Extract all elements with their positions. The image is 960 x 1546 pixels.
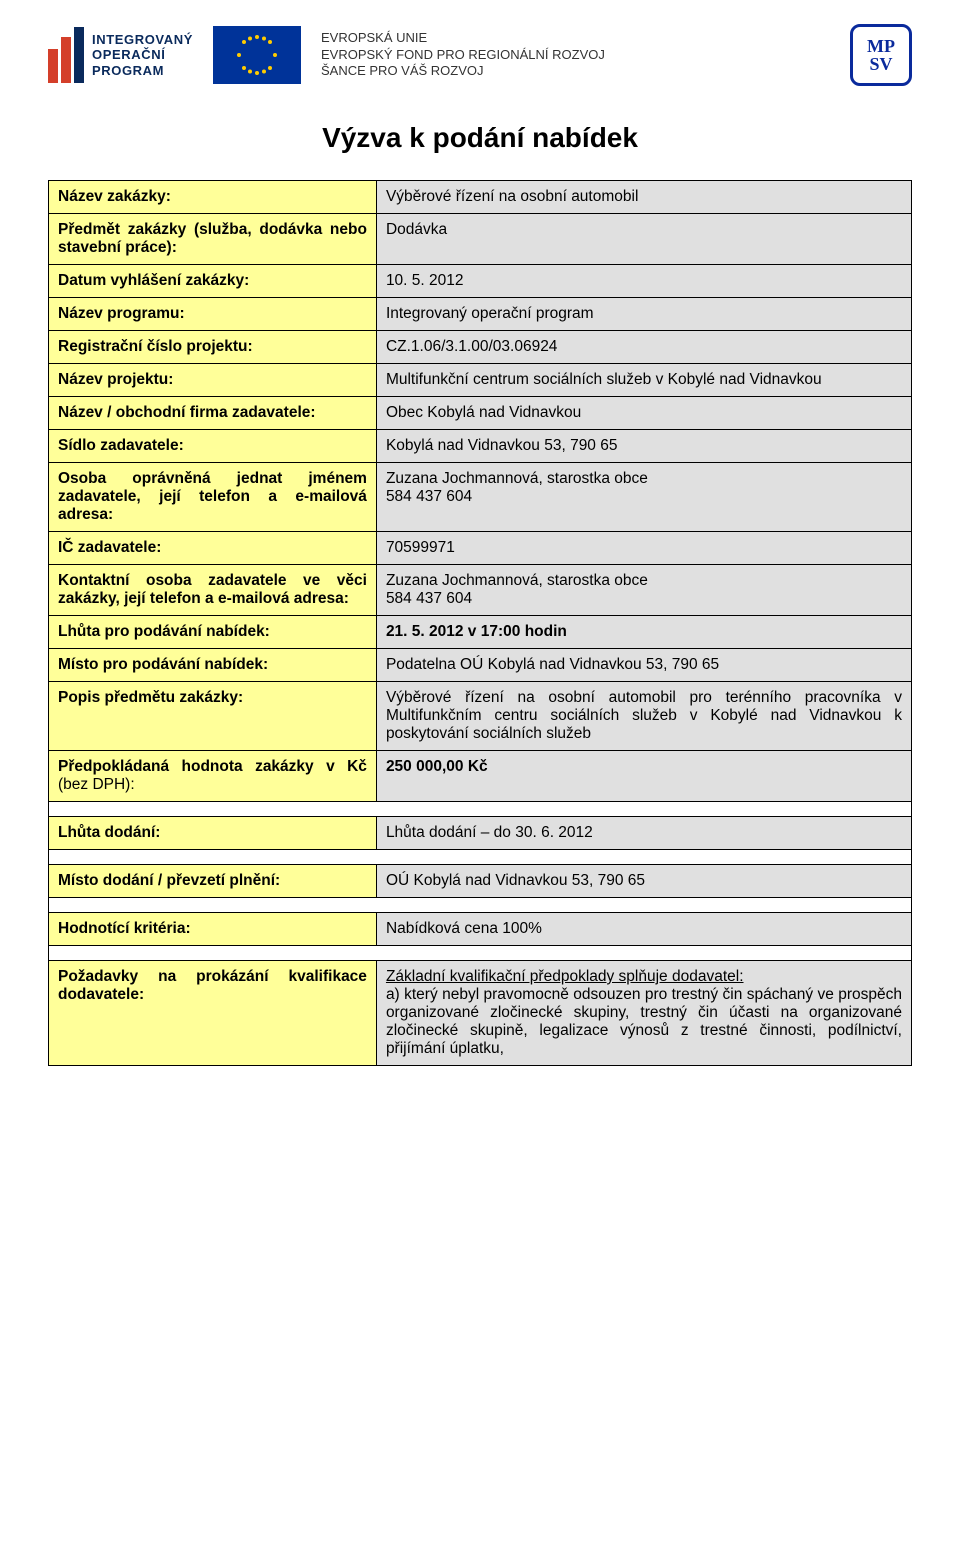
table-row: Osoba oprávněná jednat jménem zadavatele… <box>49 463 912 532</box>
row-value: 10. 5. 2012 <box>376 265 911 298</box>
table-row: Název / obchodní firma zadavatele:Obec K… <box>49 397 912 430</box>
row-label: Předpokládaná hodnota zakázky v Kč (bez … <box>49 751 377 802</box>
table-row: Předmět zakázky (služba, dodávka nebo st… <box>49 214 912 265</box>
table-row: Místo pro podávání nabídek:Podatelna OÚ … <box>49 649 912 682</box>
eu-flag-icon <box>213 26 301 84</box>
row-label: Lhůta dodání: <box>49 817 377 850</box>
logo-iop: INTEGROVANÝ OPERAČNÍ PROGRAM <box>48 27 193 83</box>
row-label: Hodnotící kritéria: <box>49 913 377 946</box>
row-value: 21. 5. 2012 v 17:00 hodin <box>376 616 911 649</box>
eu-line1: EVROPSKÁ UNIE <box>321 30 605 47</box>
eu-line2: EVROPSKÝ FOND PRO REGIONÁLNÍ ROZVOJ <box>321 47 605 64</box>
header-bar: INTEGROVANÝ OPERAČNÍ PROGRAM EVROPSKÁ UN… <box>48 24 912 86</box>
row-label: Místo dodání / převzetí plnění: <box>49 865 377 898</box>
row-label: Název / obchodní firma zadavatele: <box>49 397 377 430</box>
row-label: Popis předmětu zakázky: <box>49 682 377 751</box>
table-row: Název zakázky:Výběrové řízení na osobní … <box>49 181 912 214</box>
table-row: Předpokládaná hodnota zakázky v Kč (bez … <box>49 751 912 802</box>
row-value: Zuzana Jochmannová, starostka obce584 43… <box>376 463 911 532</box>
row-label: Název projektu: <box>49 364 377 397</box>
table-row: Popis předmětu zakázky:Výběrové řízení n… <box>49 682 912 751</box>
row-value: Dodávka <box>376 214 911 265</box>
row-value: Zuzana Jochmannová, starostka obce584 43… <box>376 565 911 616</box>
table-row: Kontaktní osoba zadavatele ve věci zakáz… <box>49 565 912 616</box>
row-value: Výběrové řízení na osobní automobil <box>376 181 911 214</box>
table-row: Místo dodání / převzetí plnění:OÚ Kobylá… <box>49 865 912 898</box>
row-value: Podatelna OÚ Kobylá nad Vidnavkou 53, 79… <box>376 649 911 682</box>
row-label: Kontaktní osoba zadavatele ve věci zakáz… <box>49 565 377 616</box>
row-label: Sídlo zadavatele: <box>49 430 377 463</box>
row-value: Obec Kobylá nad Vidnavkou <box>376 397 911 430</box>
row-label: Místo pro podávání nabídek: <box>49 649 377 682</box>
iop-bars-icon <box>48 27 84 83</box>
table-row: Registrační číslo projektu:CZ.1.06/3.1.0… <box>49 331 912 364</box>
row-value: Základní kvalifikační předpoklady splňuj… <box>376 961 911 1066</box>
row-value: 70599971 <box>376 532 911 565</box>
iop-line1: INTEGROVANÝ <box>92 32 193 48</box>
logo-mpsv: MPSV <box>850 24 912 86</box>
row-label: Registrační číslo projektu: <box>49 331 377 364</box>
row-label: Požadavky na prokázání kvalifikace dodav… <box>49 961 377 1066</box>
page-title: Výzva k podání nabídek <box>48 122 912 154</box>
row-label: Název programu: <box>49 298 377 331</box>
iop-line3: PROGRAM <box>92 63 193 79</box>
table-row: Lhůta dodání:Lhůta dodání – do 30. 6. 20… <box>49 817 912 850</box>
row-value: Integrovaný operační program <box>376 298 911 331</box>
row-value: 250 000,00 Kč <box>376 751 911 802</box>
eu-line3: ŠANCE PRO VÁŠ ROZVOJ <box>321 63 605 80</box>
row-label: IČ zadavatele: <box>49 532 377 565</box>
row-value: Kobylá nad Vidnavkou 53, 790 65 <box>376 430 911 463</box>
iop-line2: OPERAČNÍ <box>92 47 193 63</box>
table-row: Název projektu:Multifunkční centrum soci… <box>49 364 912 397</box>
row-label: Předmět zakázky (služba, dodávka nebo st… <box>49 214 377 265</box>
iop-text: INTEGROVANÝ OPERAČNÍ PROGRAM <box>92 32 193 79</box>
row-value: Lhůta dodání – do 30. 6. 2012 <box>376 817 911 850</box>
row-label: Název zakázky: <box>49 181 377 214</box>
table-row: Sídlo zadavatele:Kobylá nad Vidnavkou 53… <box>49 430 912 463</box>
info-table: Název zakázky:Výběrové řízení na osobní … <box>48 180 912 1066</box>
row-value: Multifunkční centrum sociálních služeb v… <box>376 364 911 397</box>
row-value: CZ.1.06/3.1.00/03.06924 <box>376 331 911 364</box>
table-row: Hodnotící kritéria:Nabídková cena 100% <box>49 913 912 946</box>
row-value: OÚ Kobylá nad Vidnavkou 53, 790 65 <box>376 865 911 898</box>
eu-text: EVROPSKÁ UNIE EVROPSKÝ FOND PRO REGIONÁL… <box>321 30 605 81</box>
table-row: Požadavky na prokázání kvalifikace dodav… <box>49 961 912 1066</box>
table-row: Datum vyhlášení zakázky:10. 5. 2012 <box>49 265 912 298</box>
table-row: Název programu:Integrovaný operační prog… <box>49 298 912 331</box>
table-row: Lhůta pro podávání nabídek:21. 5. 2012 v… <box>49 616 912 649</box>
row-label: Datum vyhlášení zakázky: <box>49 265 377 298</box>
row-label: Osoba oprávněná jednat jménem zadavatele… <box>49 463 377 532</box>
row-label: Lhůta pro podávání nabídek: <box>49 616 377 649</box>
table-row: IČ zadavatele:70599971 <box>49 532 912 565</box>
row-value: Výběrové řízení na osobní automobil pro … <box>376 682 911 751</box>
row-value: Nabídková cena 100% <box>376 913 911 946</box>
